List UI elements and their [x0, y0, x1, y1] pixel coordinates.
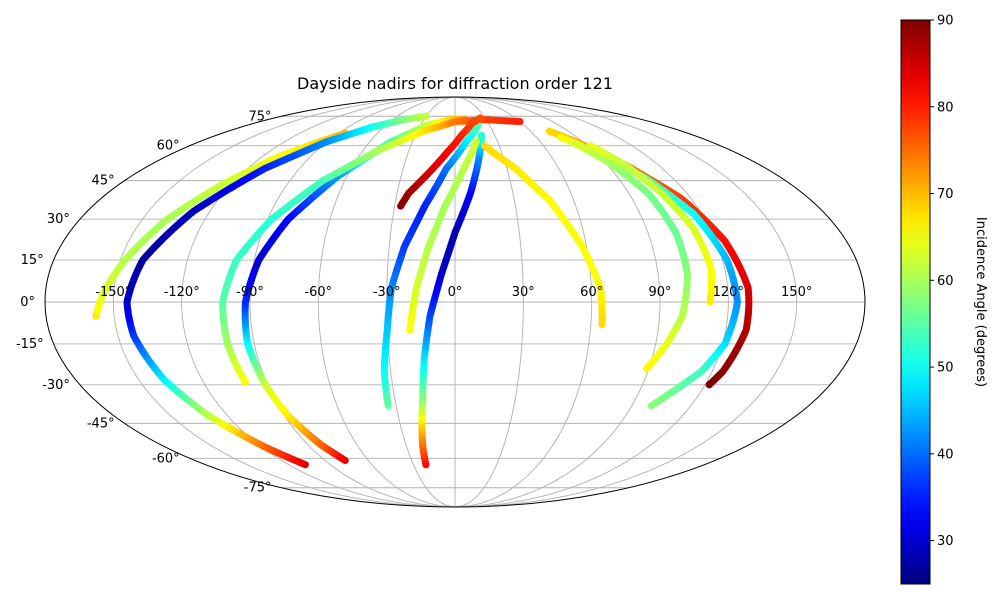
colorbar-tick-label: 90 [937, 14, 954, 29]
orbit-track [380, 121, 482, 410]
colorbar-tick-label: 70 [937, 187, 954, 202]
orbit-track [567, 137, 692, 373]
colorbar-tick-label: 80 [937, 100, 954, 115]
x-tick-label: 120° [713, 285, 744, 300]
nadir-point [647, 402, 656, 410]
y-tick-label: 45° [92, 174, 115, 189]
orbit-track [587, 142, 716, 306]
nadir-point [477, 131, 486, 139]
colorbar [900, 19, 931, 585]
orbit-track [418, 131, 486, 469]
y-tick-label: -15° [16, 337, 44, 352]
colorbar-ticks: 30 40 50 60 70 80 90 [930, 14, 954, 549]
x-tick-label: 60° [580, 285, 603, 300]
y-tick-label: 60° [157, 139, 180, 154]
y-tick-label: -45° [87, 416, 115, 431]
y-tick-label: -75° [244, 481, 272, 496]
orbit-track [397, 114, 484, 210]
nadir-point [422, 112, 430, 120]
orbit-track [406, 137, 480, 334]
nadir-point [476, 114, 484, 122]
x-tick-label: -60° [304, 285, 332, 300]
x-tick-label: -30° [373, 285, 401, 300]
nadir-point [598, 320, 606, 329]
colorbar-tick-label: 50 [937, 361, 954, 376]
y-tick-label: -60° [152, 451, 180, 466]
nadir-point [706, 298, 714, 306]
y-tick-label: -30° [42, 378, 70, 393]
map-boundary [44, 96, 866, 508]
nadir-point [516, 117, 524, 126]
nadir-point [472, 137, 480, 146]
colorbar-label: Incidence Angle (degrees) [973, 217, 988, 387]
orbit-track [480, 142, 606, 329]
colorbar-tick-label: 60 [937, 274, 954, 289]
orbit-track [219, 116, 524, 386]
nadir-point [705, 381, 713, 389]
x-tick-label: -150° [95, 285, 131, 300]
x-tick-label: -90° [236, 285, 264, 300]
chart-title: Dayside nadirs for diffraction order 121 [297, 74, 613, 93]
x-tick-label: 30° [512, 285, 535, 300]
y-tick-label: 75° [248, 109, 271, 124]
nadir-point [643, 365, 651, 373]
y-tick-label: 30° [47, 212, 70, 227]
colorbar-tick-label: 30 [937, 534, 954, 549]
x-tick-label: -120° [164, 285, 200, 300]
axis-tick-labels: -150° -120° -90° -60° -30° 0° 30° 60° 90° 120° 150… [16, 109, 812, 495]
x-tick-label: 0° [448, 285, 463, 300]
x-tick-label: 90° [648, 285, 671, 300]
y-tick-label: 15° [21, 253, 44, 268]
orbit-track [92, 129, 349, 320]
scatter-points [92, 112, 753, 469]
colorbar-tick-label: 40 [937, 447, 954, 462]
orbit-track [123, 112, 430, 469]
y-tick-label: 0° [20, 295, 35, 310]
x-tick-label: 150° [781, 285, 812, 300]
